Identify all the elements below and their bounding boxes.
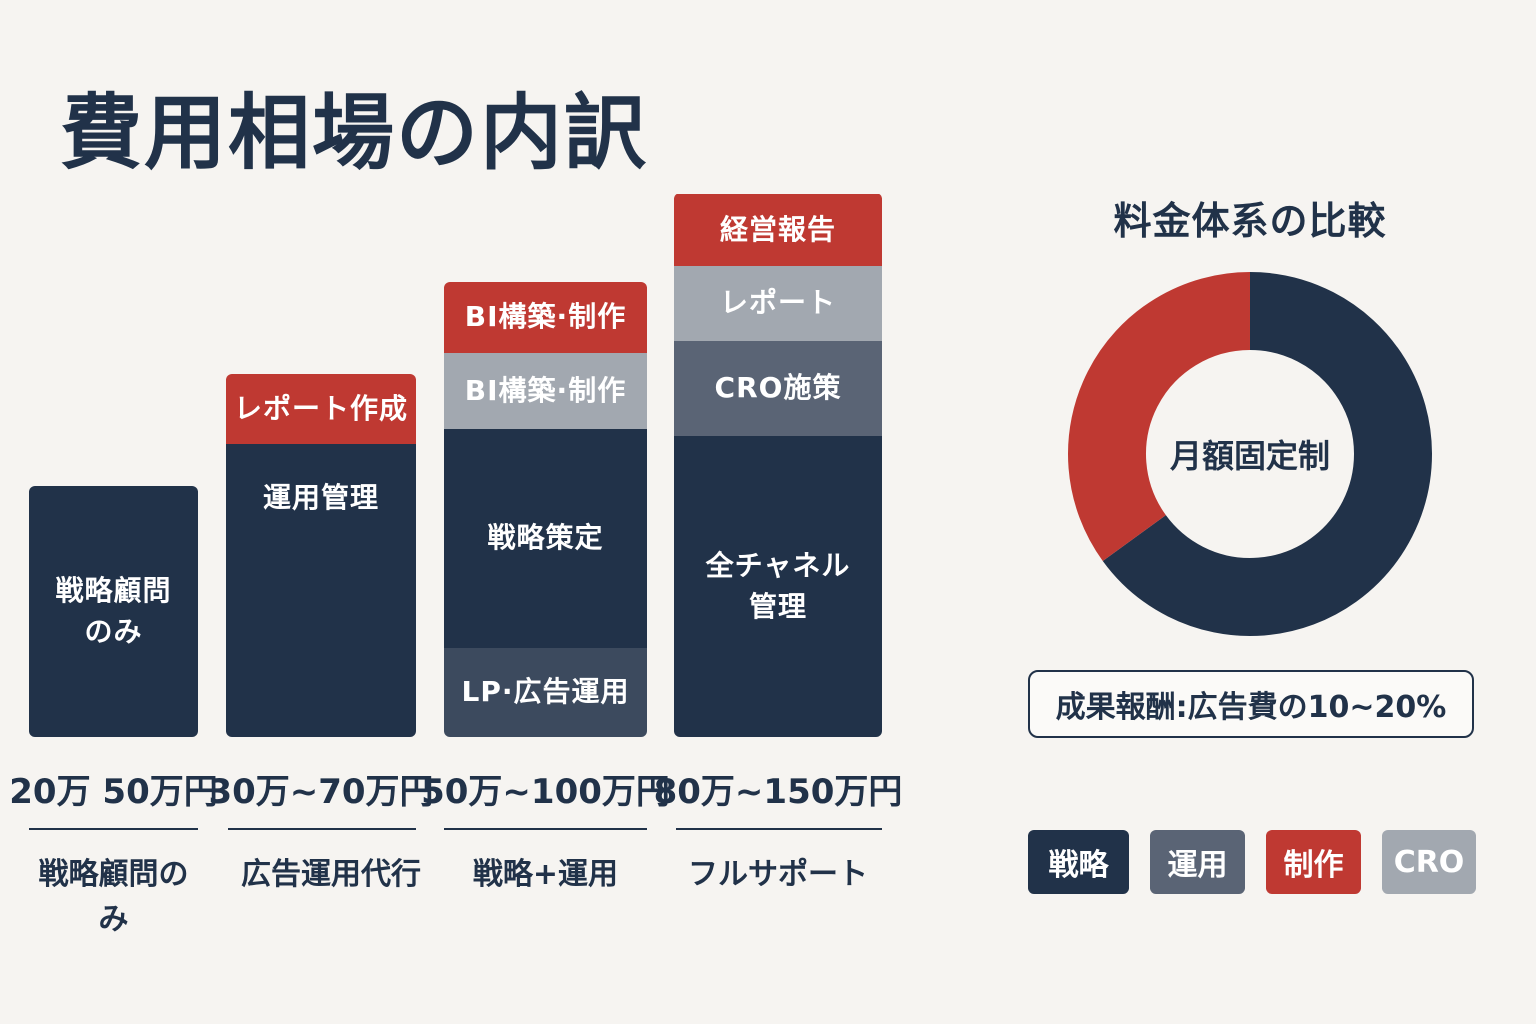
- segment-label: 経営報告: [719, 212, 836, 246]
- legend-item-production: 制作: [1266, 830, 1361, 894]
- donut-svg: [1068, 272, 1432, 636]
- bar-segment: LP·広告運用: [444, 648, 647, 737]
- bar-segment: レポート: [674, 266, 882, 341]
- divider-line: [29, 828, 198, 830]
- segment-label: レポート作成: [233, 391, 408, 425]
- segment-label: 戦略顧問 のみ: [55, 573, 172, 648]
- plan-name: 戦略+運用: [472, 857, 619, 892]
- bar-segment: 経営報告: [674, 194, 882, 266]
- divider-line: [444, 828, 647, 830]
- plan-name: 広告運用代行: [241, 857, 421, 892]
- segment-label: レポート: [719, 286, 836, 320]
- segment-label: 戦略策定: [487, 521, 604, 555]
- bar-plan-ad-operation: レポート作成 運用管理: [226, 374, 416, 737]
- divider-line: [676, 828, 882, 830]
- bar-segment: 戦略策定: [444, 429, 647, 648]
- divider-line: [228, 828, 416, 830]
- bar-segment: BI構築·制作: [444, 282, 647, 353]
- price-label: 80万~150万円: [653, 771, 903, 812]
- legend-item-cro: CRO: [1382, 830, 1476, 894]
- plan-name: 戦略顧問の み: [38, 857, 189, 937]
- bar-plan-strategy-only: 戦略顧問 のみ: [29, 486, 198, 737]
- donut-slice: [1102, 272, 1432, 636]
- page-title: 費用相場の内訳: [60, 86, 649, 181]
- price-label: 30万~70万円: [208, 771, 434, 812]
- legend-item-operation: 運用: [1150, 830, 1245, 894]
- segment-label: CRO施策: [714, 371, 842, 405]
- performance-fee-note: 成果報酬:広告費の10~20%: [1028, 670, 1474, 738]
- segment-label: 運用管理: [262, 481, 379, 514]
- segment-label: LP·広告運用: [461, 675, 630, 709]
- legend-item-strategy: 戦略: [1028, 830, 1129, 894]
- donut-title: 料金体系の比較: [1113, 199, 1387, 243]
- bar-segment: 全チャネル 管理: [674, 436, 882, 737]
- price-label: 20万 50万円: [9, 771, 218, 812]
- plan-name: フルサポート: [688, 857, 868, 892]
- bar-plan-strategy-operation: BI構築·制作 BI構築·制作 戦略策定 LP·広告運用: [444, 282, 647, 737]
- pricing-donut-chart: 月額固定制: [1060, 264, 1440, 644]
- donut-center-label: 月額固定制: [1169, 437, 1330, 475]
- bar-plan-full-support: 経営報告レポート CRO施策全チャネル 管理: [674, 193, 882, 737]
- segment-label: BI構築·制作: [464, 300, 627, 334]
- bar-segment: レポート作成: [226, 374, 416, 444]
- segment-label: BI構築·制作: [464, 373, 627, 407]
- bar-segment: BI構築·制作: [444, 353, 647, 429]
- bar-segment: 戦略顧問 のみ: [29, 486, 198, 737]
- donut-slice: [1068, 272, 1252, 561]
- bar-segment: CRO施策: [674, 341, 882, 436]
- bar-segment: 運用管理: [226, 444, 416, 737]
- price-label: 50万~100万円: [421, 771, 670, 812]
- segment-label: 全チャネル 管理: [705, 548, 851, 623]
